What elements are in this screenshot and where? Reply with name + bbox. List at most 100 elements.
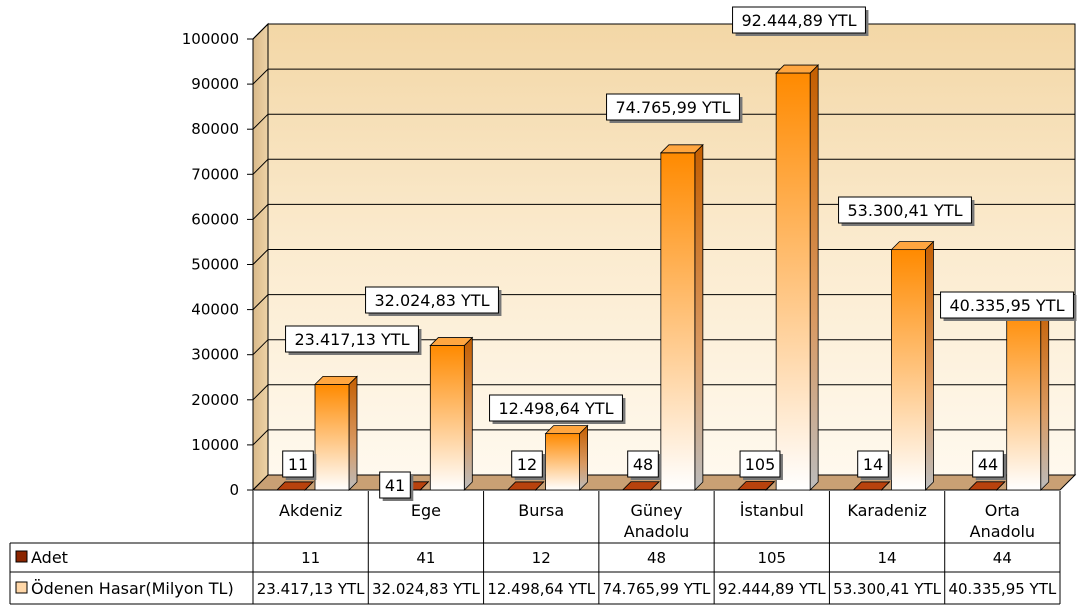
bar-hasar-1 <box>429 336 474 491</box>
table-cell-hasar: 23.417,13 YTL <box>257 580 365 598</box>
data-label-hasar: 92.444,89 YTL <box>732 6 869 36</box>
data-label-hasar-text: 53.300,41 YTL <box>848 201 963 220</box>
bar-hasar-0-top <box>314 375 358 385</box>
data-label-adet-box <box>972 450 1004 478</box>
data-label-hasar-box <box>606 93 740 121</box>
data-label-hasar-box <box>489 394 623 422</box>
table-cell-hasar: 12.498,64 YTL <box>487 580 595 598</box>
y-tick-label: 70000 <box>191 165 239 183</box>
category-label: Güney <box>631 501 683 520</box>
table-cell-hasar: 92.444,89 YTL <box>718 580 826 598</box>
row-header-hasar: Ödenen Hasar(Milyon TL) <box>31 579 234 598</box>
bar-adet-0 <box>276 480 314 491</box>
y-tick-label: 90000 <box>191 75 239 93</box>
bar-adet-6-top <box>967 481 1006 491</box>
bar-hasar-2-front <box>545 433 580 491</box>
data-label-adet: 105 <box>739 450 783 480</box>
bar-hasar-6 <box>1005 299 1050 491</box>
data-label-hasar: 32.024,83 YTL <box>365 286 502 316</box>
category-label: Akdeniz <box>279 501 342 520</box>
data-label-hasar: 23.417,13 YTL <box>285 325 422 355</box>
y-tick-label: 20000 <box>191 391 239 409</box>
category-label: Anadolu <box>624 522 689 541</box>
table-cell-adet: 11 <box>301 549 320 567</box>
y-tick-label: 10000 <box>191 436 239 454</box>
data-label-hasar: 74.765,99 YTL <box>606 93 743 123</box>
bar-hasar-5-front <box>891 249 926 491</box>
data-label-hasar-box <box>940 291 1074 319</box>
data-label-adet-text: 48 <box>633 455 653 474</box>
data-label-adet-box <box>511 450 543 478</box>
bar-adet-2 <box>506 480 545 491</box>
table-cell-adet: 105 <box>757 549 786 567</box>
bar-hasar-6-front <box>1006 307 1042 491</box>
data-label-adet: 44 <box>972 450 1007 480</box>
bar-hasar-4-top <box>775 64 820 74</box>
y-tick-label: 50000 <box>191 256 239 274</box>
table-cell-adet: 44 <box>993 549 1012 567</box>
bar-hasar-0 <box>314 375 358 491</box>
category-label: Orta <box>985 501 1020 520</box>
category-label: Karadeniz <box>847 501 926 520</box>
bar-hasar-6-side <box>1040 299 1050 491</box>
bar-hasar-5-top <box>890 241 935 251</box>
bar-adet-0-top <box>276 481 314 491</box>
data-label-hasar: 12.498,64 YTL <box>489 394 626 424</box>
bar-adet-3-top <box>621 481 660 491</box>
y-tick-label: 100000 <box>182 30 239 48</box>
data-label-hasar-box <box>838 196 972 224</box>
y-tick-label: 60000 <box>191 210 239 228</box>
data-label-hasar: 40.335,95 YTL <box>940 291 1077 321</box>
data-label-adet: 12 <box>511 450 546 480</box>
data-label-adet-box <box>282 450 314 478</box>
data-label-adet-box <box>739 450 781 478</box>
data-label-hasar-text: 92.444,89 YTL <box>742 11 857 30</box>
bar-hasar-2 <box>544 424 589 491</box>
bar-adet-3 <box>621 480 660 491</box>
table-cell-adet: 12 <box>532 549 551 567</box>
data-label-adet-box <box>627 450 659 478</box>
data-label-adet-text: 41 <box>385 476 405 495</box>
bar-adet-4-top <box>737 481 776 490</box>
bar-hasar-1-side <box>463 336 473 491</box>
table-cell-hasar: 74.765,99 YTL <box>603 580 711 598</box>
bar-hasar-3 <box>659 143 704 491</box>
row-header-adet: Adet <box>31 548 68 567</box>
table-cell-hasar: 53.300,41 YTL <box>833 580 941 598</box>
data-label-adet: 11 <box>282 450 317 480</box>
bar-hasar-1-top <box>429 337 474 346</box>
bar-adet-5-top <box>852 481 891 491</box>
legend-key-adet <box>15 550 28 563</box>
data-label-adet-text: 14 <box>863 455 883 474</box>
data-label-hasar-text: 74.765,99 YTL <box>616 98 731 117</box>
table-cell-adet: 14 <box>878 549 897 567</box>
bar-adet-4 <box>737 480 776 491</box>
data-label-hasar-box <box>365 286 499 314</box>
y-tick-label: 0 <box>229 481 239 499</box>
bar-hasar-4-side <box>809 64 819 491</box>
bar-adet-5 <box>852 480 891 491</box>
bar-hasar-5-side <box>925 240 934 491</box>
bar-hasar-0-side <box>348 375 358 491</box>
category-label: Anadolu <box>970 522 1035 541</box>
y-tick-label: 80000 <box>191 120 239 138</box>
data-label-hasar-text: 32.024,83 YTL <box>375 291 490 310</box>
y-tick-label: 40000 <box>191 301 239 319</box>
data-label-adet-box <box>379 471 411 499</box>
bar-hasar-2-side <box>579 424 588 491</box>
bar-hasar-3-side <box>694 143 704 491</box>
category-label: İstanbul <box>740 501 804 520</box>
table-cell-hasar: 40.335,95 YTL <box>948 580 1056 598</box>
bar-adet-6 <box>967 480 1006 491</box>
legend-key-hasar <box>15 581 28 594</box>
data-label-hasar-box <box>285 325 419 353</box>
bar-hasar-1-front <box>429 345 465 491</box>
data-label-hasar-box <box>732 6 866 34</box>
table-cell-adet: 41 <box>416 549 435 567</box>
data-label-adet: 41 <box>379 471 414 501</box>
data-label-hasar-text: 23.417,13 YTL <box>295 330 410 349</box>
bar-hasar-4-front <box>775 72 811 491</box>
category-label: Ege <box>411 501 441 520</box>
bar-adet-2-top <box>506 481 545 491</box>
